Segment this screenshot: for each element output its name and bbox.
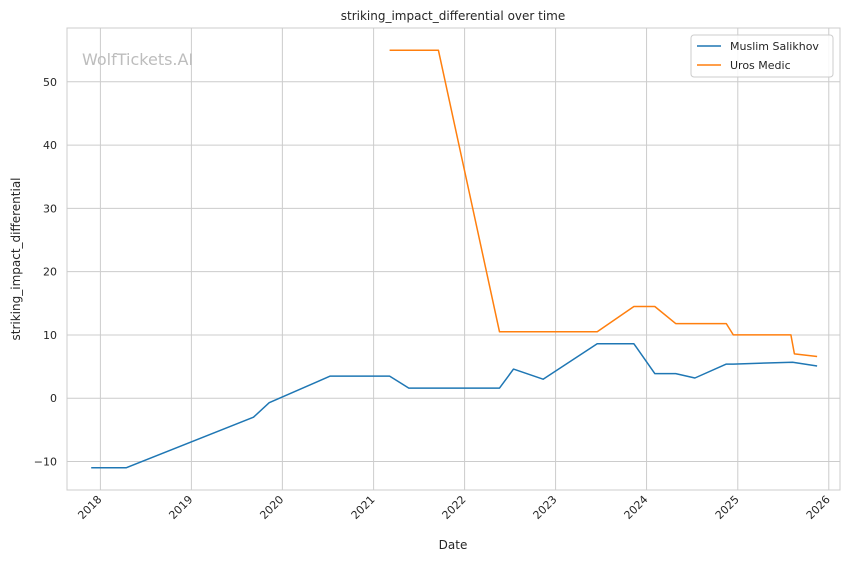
grid-lines (67, 28, 840, 490)
y-tick-label: 20 (43, 266, 57, 279)
plot-background (67, 28, 840, 490)
axis-ticks: 2018 2019 2020 2021 2022 2023 2024 2025 2026 −10 0… (34, 76, 833, 522)
chart-title: striking_impact_differential over time (341, 9, 566, 23)
series-line-uros-medic (389, 49, 818, 358)
plot-frame (66, 27, 841, 491)
y-tick-label: −10 (34, 456, 57, 469)
legend-box (690, 34, 834, 78)
x-tick-label: 2020 (257, 493, 286, 522)
series-layer (91, 49, 818, 469)
series-line-muslim-salikhov (91, 343, 818, 469)
y-axis-label: striking_impact_differential (9, 177, 23, 340)
x-tick-label: 2024 (622, 493, 651, 522)
y-tick-label: 10 (43, 329, 57, 342)
y-tick-label: 40 (43, 139, 57, 152)
x-tick-label: 2021 (349, 493, 378, 522)
legend-label-uros-medic: Uros Medic (730, 59, 791, 72)
legend: Muslim Salikhov Uros Medic (690, 34, 834, 78)
y-tick-label: 50 (43, 76, 57, 89)
legend-label-muslim-salikhov: Muslim Salikhov (730, 40, 819, 53)
x-tick-label: 2018 (75, 493, 104, 522)
y-tick-label: 0 (50, 392, 57, 405)
x-tick-label: 2023 (531, 493, 560, 522)
x-tick-label: 2025 (713, 493, 742, 522)
watermark: WolfTickets.AI (82, 50, 193, 69)
x-axis-label: Date (439, 538, 468, 552)
x-tick-label: 2019 (166, 493, 195, 522)
x-tick-label: 2026 (804, 493, 833, 522)
y-tick-label: 30 (43, 202, 57, 215)
x-tick-label: 2022 (440, 493, 469, 522)
